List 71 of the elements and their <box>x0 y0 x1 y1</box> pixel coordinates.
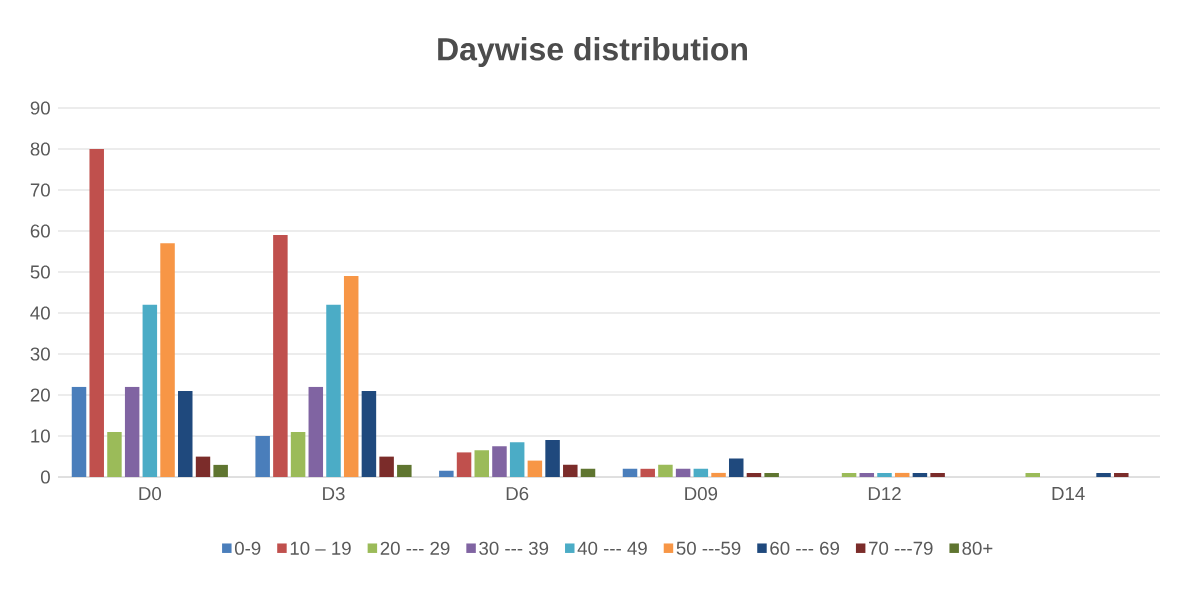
bar <box>675 468 691 477</box>
bar <box>397 464 412 477</box>
bar <box>474 450 490 477</box>
bar <box>563 464 578 477</box>
x-tick-label: D6 <box>506 487 529 501</box>
y-tick-label: 0 <box>40 470 50 484</box>
y-tick-label: 80 <box>30 142 50 156</box>
bar <box>89 149 104 477</box>
y-tick-label: 70 <box>30 183 50 197</box>
bar <box>379 456 394 477</box>
bar <box>213 464 228 477</box>
y-tick-label: 90 <box>30 101 50 115</box>
bar <box>492 446 507 477</box>
legend-label: 0-9 <box>234 541 261 555</box>
bar <box>290 431 306 477</box>
y-tick-label: 20 <box>30 388 50 402</box>
bar <box>255 436 270 477</box>
bar <box>894 472 910 477</box>
bar <box>439 470 454 477</box>
y-tick-label: 60 <box>30 224 50 238</box>
bar <box>877 472 892 477</box>
bar <box>711 472 726 477</box>
legend-label: 30 --- 39 <box>479 541 549 555</box>
bar <box>509 442 525 477</box>
bar <box>728 458 744 477</box>
bar <box>622 468 638 477</box>
x-tick-label: D12 <box>868 487 901 501</box>
bar <box>273 235 288 477</box>
legend-label: 10 – 19 <box>290 541 351 555</box>
bar <box>1114 472 1129 477</box>
x-tick-label: D09 <box>685 487 718 501</box>
bar <box>764 472 779 477</box>
y-tick-label: 50 <box>30 265 50 279</box>
bar <box>545 440 560 477</box>
bar <box>160 243 175 477</box>
bar <box>361 390 377 477</box>
x-tick-label: D0 <box>139 487 162 501</box>
y-tick-label: 40 <box>30 306 50 320</box>
legend-label: 80+ <box>962 541 993 555</box>
legend-label: 70 ---79 <box>869 541 933 555</box>
bar <box>178 390 193 477</box>
bar <box>195 456 211 477</box>
y-tick-label: 10 <box>31 429 50 443</box>
bar <box>1096 472 1111 477</box>
bar <box>1025 472 1041 477</box>
bar <box>308 386 324 477</box>
bar <box>456 452 472 477</box>
bar <box>142 304 158 477</box>
bar <box>930 472 945 477</box>
bar <box>326 304 341 477</box>
legend-label: 40 --- 49 <box>577 541 647 555</box>
x-tick-label: D14 <box>1052 487 1085 500</box>
bar <box>527 460 543 477</box>
bar <box>71 386 87 477</box>
bar <box>912 472 928 477</box>
legend-label: 60 --- 69 <box>770 541 840 555</box>
y-tick-label: 30 <box>30 347 50 361</box>
bar <box>693 468 709 477</box>
legend-label: 50 ---59 <box>676 541 741 555</box>
bar <box>124 386 140 477</box>
x-tick-label: D3 <box>323 487 345 501</box>
bar <box>746 472 762 477</box>
bar <box>640 468 655 477</box>
bar <box>658 464 673 477</box>
chart-title: Daywise distribution <box>438 37 747 67</box>
bar <box>841 472 857 477</box>
bar <box>107 431 122 477</box>
bar <box>343 276 359 477</box>
legend-label: 20 --- 29 <box>380 541 450 555</box>
bar <box>580 468 596 477</box>
bar <box>859 472 875 477</box>
